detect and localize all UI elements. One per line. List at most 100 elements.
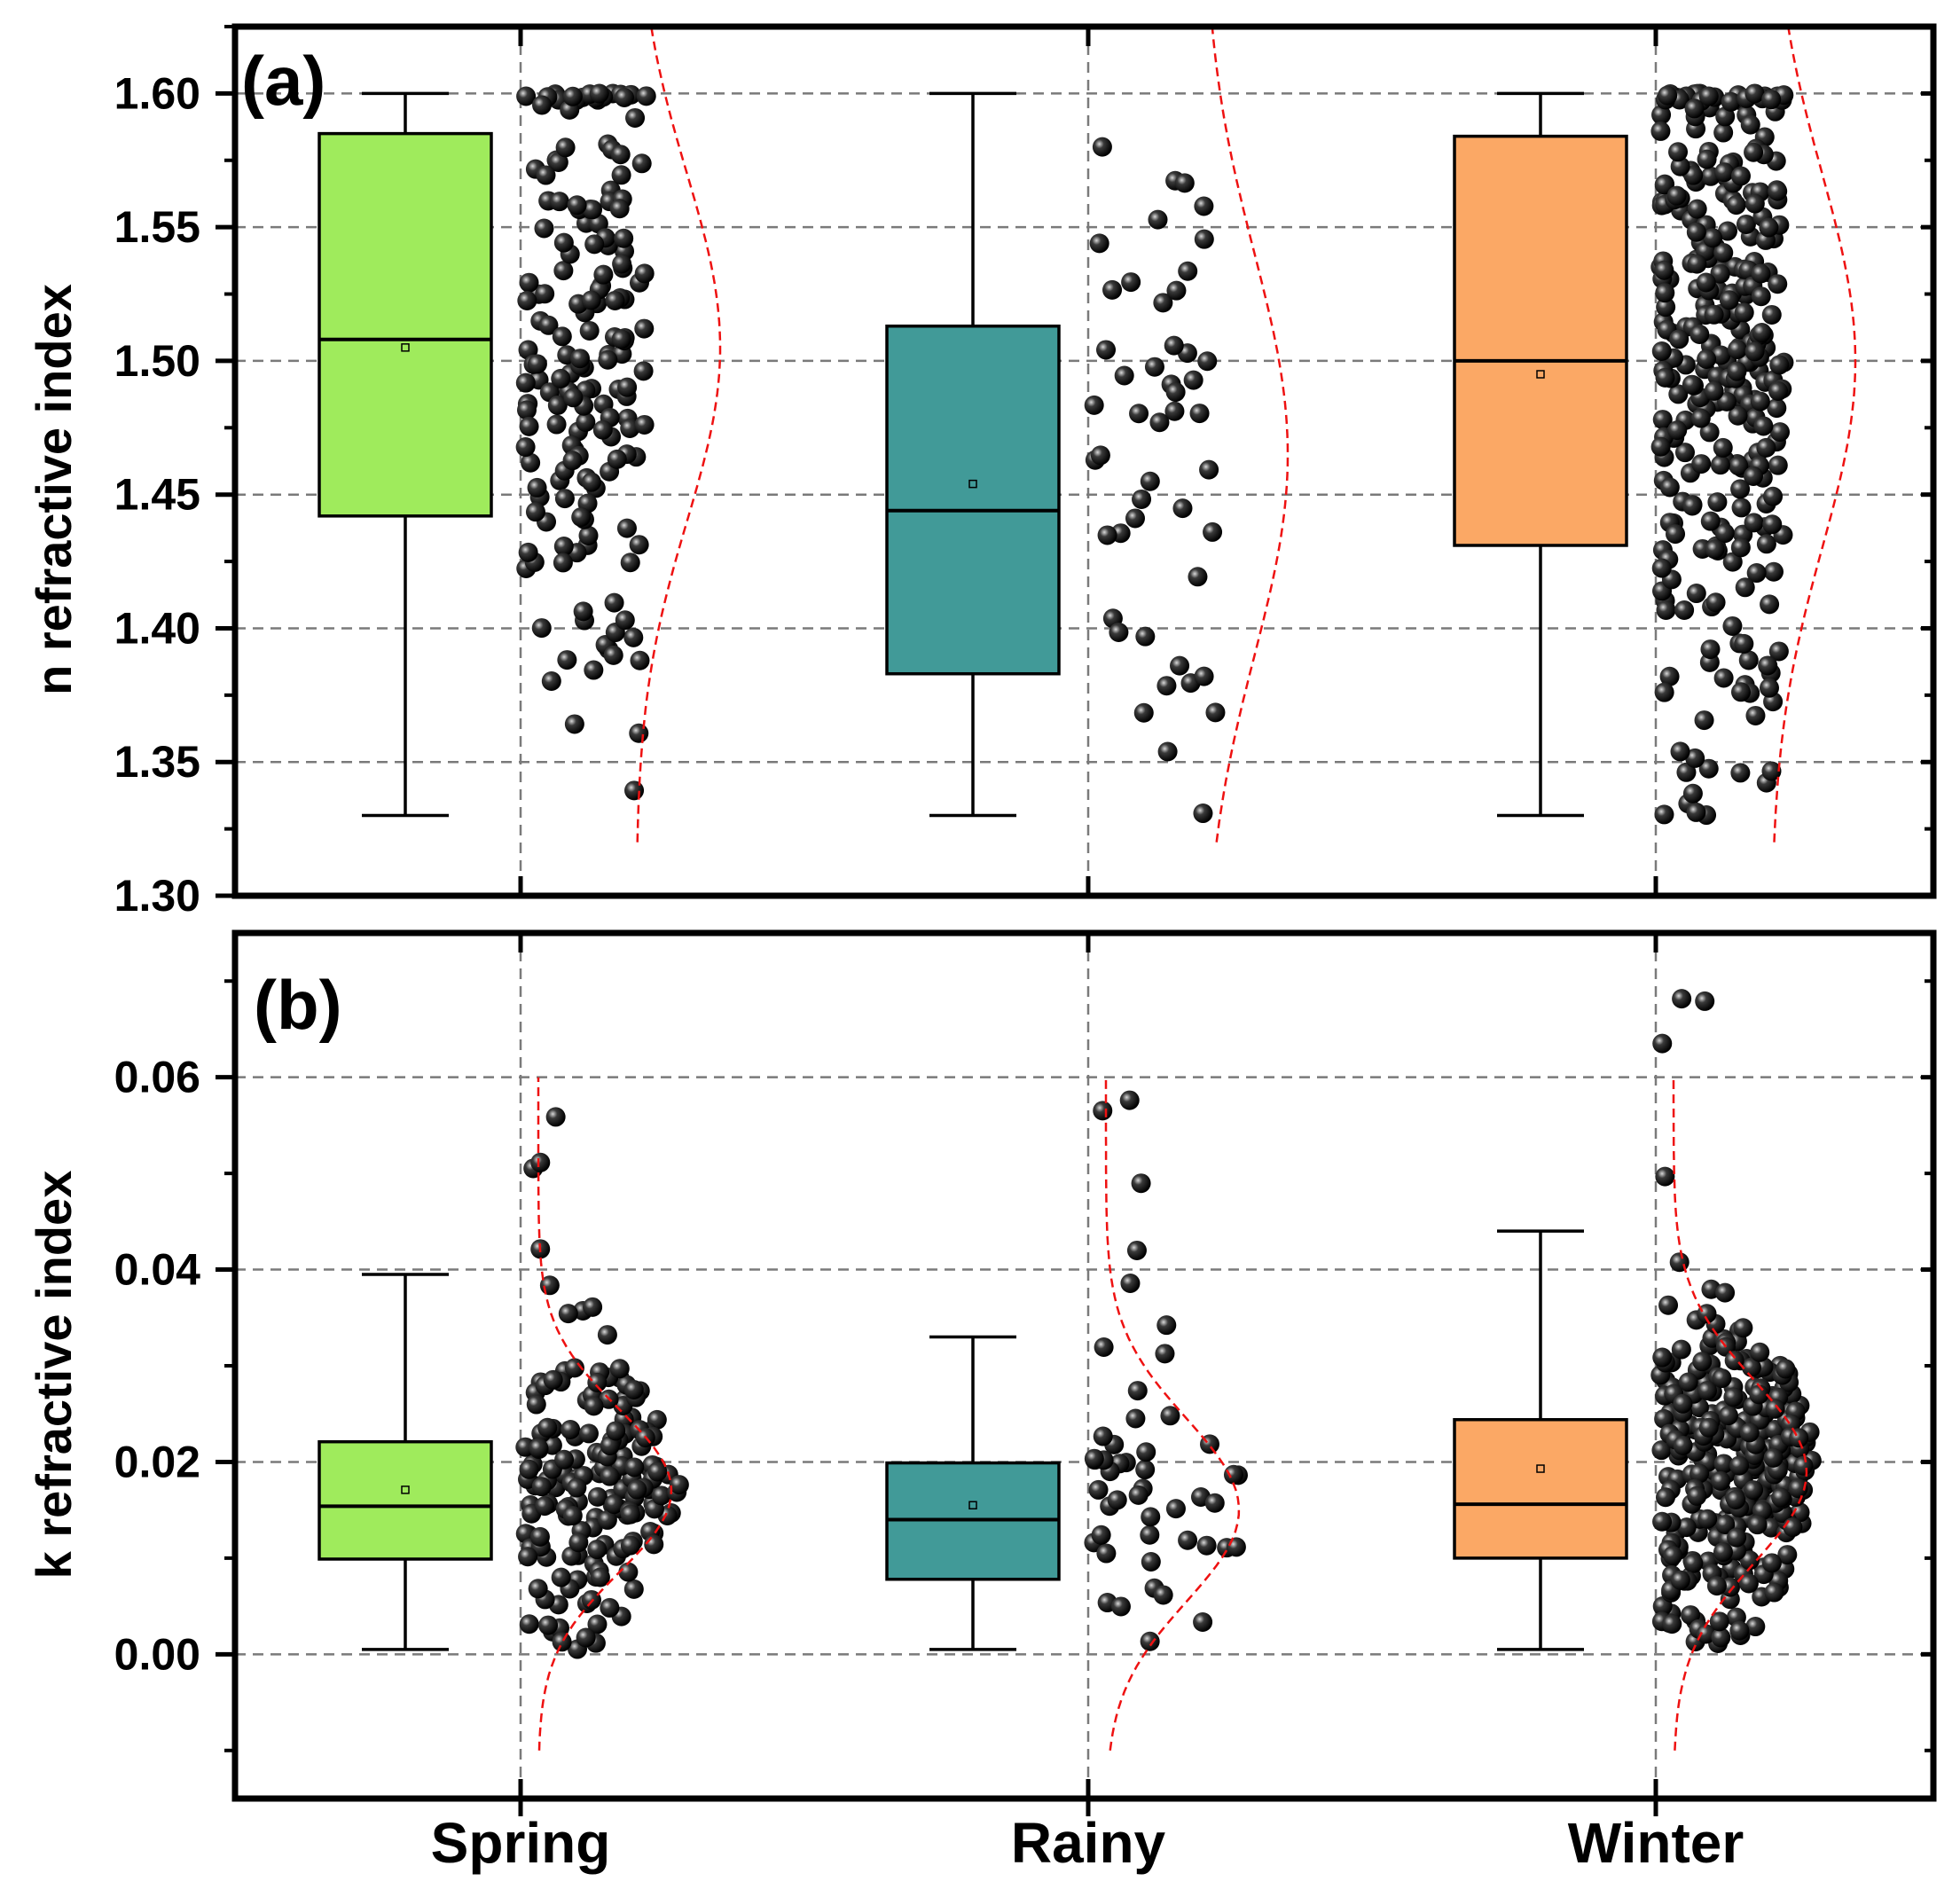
panel-b-point-rainy (1093, 1426, 1113, 1446)
panel-b-point-winter (1723, 1387, 1744, 1407)
panel-a-point-spring (636, 86, 656, 106)
panel-a-point-winter (1769, 355, 1790, 375)
panel-b-point-winter (1761, 1553, 1782, 1573)
panel-a-point-spring (573, 601, 593, 622)
panel-a-point-winter (1666, 185, 1687, 206)
panel-a-point-rainy (1172, 498, 1193, 519)
panel-b-point-spring (530, 1152, 551, 1172)
panel-a-point-spring (609, 199, 630, 219)
panel-a-point-winter (1751, 263, 1771, 284)
x-tick-label-spring: Spring (431, 1811, 611, 1875)
panel-a-point-rainy (1194, 229, 1214, 249)
panel-a-point-spring (515, 437, 536, 458)
panel-a-point-winter (1714, 523, 1735, 544)
panel-a-box-spring (318, 91, 493, 818)
panel-b-point-spring (587, 1540, 608, 1560)
panel-a-point-spring (614, 228, 634, 248)
panel-b-point-rainy (1196, 1535, 1217, 1556)
panel-a-point-winter (1730, 763, 1751, 783)
panel-a-point-winter (1730, 537, 1751, 558)
panel-a-point-rainy (1114, 365, 1134, 386)
panel-a-point-spring (563, 388, 584, 408)
panel-a-point-winter (1685, 748, 1705, 768)
panel-a-point-winter (1756, 437, 1776, 458)
panel-a-point-spring (547, 395, 568, 415)
panel-a-point-spring (592, 419, 613, 440)
panel-b-ytick-label-0: 0.00 (114, 1629, 200, 1679)
panel-b-point-rainy (1093, 1101, 1113, 1121)
panel-a-point-winter (1674, 443, 1695, 463)
panel-a-point-winter (1651, 558, 1672, 578)
panel-b-point-winter (1715, 1514, 1736, 1534)
panel-b-point-rainy (1094, 1337, 1114, 1358)
panel-a-point-spring (605, 290, 625, 310)
panel-a-point-spring (576, 412, 596, 433)
panel-b-point-spring (535, 1496, 555, 1517)
panel-b-box-rainy (885, 1335, 1061, 1651)
panel-b-point-spring (519, 1614, 539, 1634)
panel-a-point-spring (527, 477, 547, 498)
panel-a-point-spring (553, 232, 574, 253)
panel-a-point-rainy (1193, 803, 1213, 824)
panel-a-point-spring (531, 618, 552, 639)
panel-a-point-winter (1760, 594, 1780, 615)
panel-a-point-spring (534, 218, 554, 239)
panel-b-point-winter (1715, 1282, 1736, 1303)
panel-a-ylabel: n refractive index (26, 284, 82, 695)
panel-a-point-spring (604, 592, 624, 613)
panel-a-point-rainy (1165, 382, 1186, 403)
panel-a-box-winter (1453, 91, 1628, 818)
panel-a-point-rainy (1084, 395, 1104, 415)
panel-b-point-spring (564, 1358, 584, 1378)
panel-b-point-spring (543, 1369, 563, 1390)
panel-a-point-spring (538, 315, 559, 335)
panel-b-distribution-curve-spring (537, 1077, 673, 1751)
panel-a-point-winter (1730, 682, 1751, 702)
panel-b-point-spring (587, 1614, 608, 1634)
panel-a-point-spring (615, 610, 635, 631)
panel-a-point-spring (634, 318, 655, 339)
panel-a-point-spring (603, 645, 623, 665)
panel-a-point-spring (583, 200, 603, 220)
panel-b-point-spring (590, 1567, 610, 1587)
panel-a-point-spring (630, 650, 650, 670)
panel-a-point-winter (1654, 260, 1674, 280)
panel-a-box-rainy (885, 91, 1061, 818)
panel-a-label: (a) (241, 42, 325, 120)
panel-a-point-winter (1758, 655, 1778, 676)
panel-b-point-rainy (1223, 1464, 1243, 1485)
panel-a-point-rainy (1153, 293, 1173, 313)
panel-a-point-winter (1682, 496, 1703, 516)
panel-a-point-spring (579, 320, 600, 341)
panel-a-point-winter (1746, 563, 1767, 584)
panel-b-point-rainy (1125, 1408, 1146, 1429)
panel-a-point-rainy (1148, 209, 1168, 230)
panel-a-point-winter (1684, 98, 1705, 119)
panel-a-point-spring (548, 152, 568, 172)
panel-b-point-winter (1652, 1511, 1673, 1532)
panel-b-point-spring (562, 1505, 583, 1525)
panel-b-point-spring (576, 1627, 596, 1648)
panel-a-point-rainy (1205, 702, 1226, 723)
panel-b-point-spring (604, 1494, 624, 1515)
panel-b-point-rainy (1126, 1240, 1147, 1260)
panel-b-point-winter (1788, 1478, 1808, 1499)
panel-a-point-winter (1713, 437, 1733, 458)
panel-b-point-rainy (1127, 1381, 1148, 1401)
panel-a-point-winter (1699, 422, 1720, 443)
box-body (885, 324, 1061, 676)
panel-b-point-winter (1711, 1470, 1731, 1491)
panel-b-point-spring (669, 1475, 689, 1495)
panel-b-point-winter (1672, 989, 1692, 1009)
panel-a-point-winter (1713, 122, 1734, 143)
panel-a-point-winter (1734, 302, 1754, 323)
panel-a-point-spring (546, 414, 567, 435)
box-body (318, 131, 493, 518)
panel-a-point-winter (1763, 486, 1784, 506)
panel-a-point-winter (1740, 114, 1760, 135)
panel-a-point-rainy (1132, 489, 1152, 509)
panel-a-point-spring (578, 525, 599, 545)
panel-a-point-winter (1654, 804, 1674, 825)
panel-a-point-winter (1700, 639, 1721, 660)
panel-b-point-winter (1777, 1545, 1798, 1565)
